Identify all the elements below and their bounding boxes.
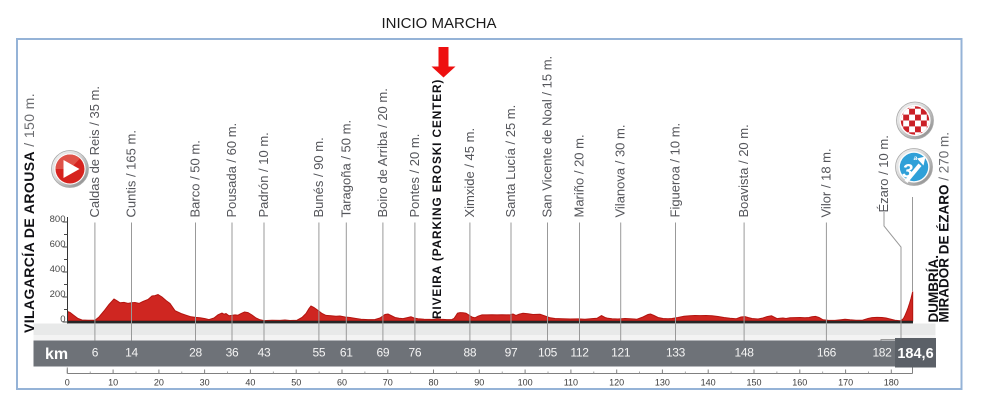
svg-text:70: 70 xyxy=(383,378,393,388)
svg-text:RIVEIRA (PARKING EROSKI CENTER: RIVEIRA (PARKING EROSKI CENTER) xyxy=(430,79,444,319)
svg-text:14: 14 xyxy=(125,346,138,360)
svg-text:Boiro de Arriba / 20 m.: Boiro de Arriba / 20 m. xyxy=(375,88,390,217)
svg-text:166: 166 xyxy=(817,346,837,360)
svg-text:184,6: 184,6 xyxy=(897,346,933,362)
svg-text:148: 148 xyxy=(735,346,755,360)
svg-text:61: 61 xyxy=(340,346,353,360)
svg-text:San Vicente de Noal / 15 m.: San Vicente de Noal / 15 m. xyxy=(540,56,555,218)
svg-text:Boavista / 20 m.: Boavista / 20 m. xyxy=(736,124,751,217)
svg-text:0: 0 xyxy=(65,378,70,388)
svg-text:Barco / 50 m.: Barco / 50 m. xyxy=(188,140,203,217)
svg-text:Mariño / 20 m.: Mariño / 20 m. xyxy=(572,134,587,217)
svg-text:69: 69 xyxy=(377,346,390,360)
svg-text:Pousada / 60 m.: Pousada / 60 m. xyxy=(224,123,239,218)
svg-text:133: 133 xyxy=(666,346,686,360)
svg-text:30: 30 xyxy=(200,378,210,388)
svg-text:110: 110 xyxy=(564,378,578,388)
svg-text:INICIO MARCHA: INICIO MARCHA xyxy=(381,15,496,32)
svg-text:160: 160 xyxy=(792,378,807,388)
svg-text:40: 40 xyxy=(245,378,255,388)
svg-text:90: 90 xyxy=(474,378,484,388)
svg-text:Caldas de Reis / 35 m.: Caldas de Reis / 35 m. xyxy=(87,86,102,218)
svg-text:36: 36 xyxy=(226,346,239,360)
svg-text:50: 50 xyxy=(291,378,301,388)
svg-text:Vilanova / 30 m.: Vilanova / 30 m. xyxy=(613,125,628,218)
svg-text:140: 140 xyxy=(701,378,716,388)
svg-text:182: 182 xyxy=(872,346,892,360)
svg-text:43: 43 xyxy=(258,346,271,360)
svg-text:80: 80 xyxy=(428,378,438,388)
svg-text:150: 150 xyxy=(746,378,761,388)
svg-text:88: 88 xyxy=(464,346,477,360)
svg-text:100: 100 xyxy=(518,378,533,388)
svg-text:MIRADOR DE ÉZARO / 270 m.: MIRADOR DE ÉZARO / 270 m. xyxy=(937,132,952,323)
svg-text:400: 400 xyxy=(50,264,66,275)
svg-text:Cuntis / 165 m.: Cuntis / 165 m. xyxy=(124,130,139,217)
svg-text:130: 130 xyxy=(655,378,670,388)
svg-text:km: km xyxy=(45,346,68,363)
svg-text:121: 121 xyxy=(611,346,631,360)
svg-text:Ximxide / 45 m.: Ximxide / 45 m. xyxy=(462,128,477,218)
svg-text:55: 55 xyxy=(313,346,326,360)
svg-text:VILAGARCÍA DE AROUSA / 150 m.: VILAGARCÍA DE AROUSA / 150 m. xyxy=(21,93,37,333)
svg-text:600: 600 xyxy=(50,239,66,250)
svg-text:170: 170 xyxy=(838,378,853,388)
svg-text:Vilor / 18 m.: Vilor / 18 m. xyxy=(818,148,833,217)
svg-text:0: 0 xyxy=(60,314,65,325)
svg-text:76: 76 xyxy=(409,346,422,360)
svg-text:97: 97 xyxy=(505,346,518,360)
svg-text:28: 28 xyxy=(189,346,202,360)
svg-text:20: 20 xyxy=(154,378,164,388)
svg-text:Figueroa / 10 m.: Figueroa / 10 m. xyxy=(668,123,683,218)
svg-text:DUMBRÍA.: DUMBRÍA. xyxy=(926,255,941,323)
svg-text:105: 105 xyxy=(538,346,558,360)
svg-text:Ézaro / 10 m.: Ézaro / 10 m. xyxy=(876,135,891,212)
svg-text:112: 112 xyxy=(570,346,589,360)
svg-text:Pontes / 20 m.: Pontes / 20 m. xyxy=(407,134,422,218)
svg-text:3: 3 xyxy=(902,162,913,183)
svg-text:800: 800 xyxy=(50,214,66,225)
svg-text:Santa Lucía / 25 m.: Santa Lucía / 25 m. xyxy=(503,105,518,218)
svg-text:Padrón / 10 m.: Padrón / 10 m. xyxy=(256,132,271,217)
svg-text:200: 200 xyxy=(50,289,66,300)
svg-text:10: 10 xyxy=(108,378,118,388)
svg-text:60: 60 xyxy=(337,378,347,388)
svg-text:Taragoña / 50 m.: Taragoña / 50 m. xyxy=(338,120,353,218)
svg-text:6: 6 xyxy=(92,346,99,360)
svg-text:120: 120 xyxy=(609,378,624,388)
svg-text:Bunés / 90 m.: Bunés / 90 m. xyxy=(311,137,326,217)
svg-text:ª: ª xyxy=(913,156,917,167)
svg-text:180: 180 xyxy=(884,378,899,388)
